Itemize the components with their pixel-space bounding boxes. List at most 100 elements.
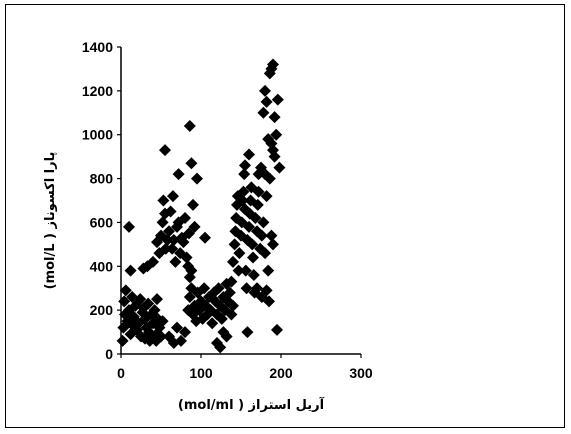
scatter-chart: 0 200 400 600 800 1000 1200 1400 0 100 200 300 آریل… [43,39,373,413]
data-point [239,264,252,277]
data-point [259,84,271,97]
data-point [163,225,175,238]
data-point [271,323,283,336]
data-point [237,185,250,198]
data-point [267,238,279,251]
data-point [262,264,275,277]
data-point [188,220,201,233]
data-point [157,194,170,207]
data-point [259,168,271,181]
data-point [243,148,255,161]
data-point [223,286,236,299]
data-point [183,227,195,240]
data-point [175,334,187,347]
data-point [167,190,179,203]
data-point [225,275,238,288]
data-point [185,157,198,170]
data-point [243,220,255,233]
data-point [199,231,211,244]
data-point [271,93,284,106]
data-point [151,293,163,306]
chart-frame: 0 200 400 600 800 1000 1200 1400 0 100 200 300 آریل… [5,4,565,428]
data-point [159,242,172,255]
data-point [228,238,241,251]
data-point [177,236,190,249]
data-point [246,238,259,251]
data-point [268,111,281,124]
data-point [241,326,254,339]
data-point [124,328,137,341]
data-point [171,321,183,334]
y-tick-label: 600 [90,214,114,230]
y-tick-label: 400 [90,258,114,274]
data-point [142,297,155,310]
data-point [252,185,265,198]
data-point [164,205,177,218]
data-point [273,161,286,174]
data-point [123,220,135,233]
data-point [161,233,174,246]
data-point [156,216,169,229]
data-point [259,247,271,260]
data-point [251,198,264,211]
data-point [191,172,203,185]
tick-group: 0 200 400 600 800 1000 1200 1400 0 100 200 300 [82,39,373,381]
data-point [260,95,273,108]
data-point [183,290,196,303]
data-point [227,255,239,268]
data-point [206,317,219,330]
data-point [124,264,137,277]
y-tick-label: 800 [90,171,114,187]
data-point [247,251,259,264]
x-tick-label: 0 [117,365,125,381]
x-tick-label: 300 [349,365,373,381]
data-point [179,326,191,339]
data-point [257,216,270,229]
x-tick-label: 200 [269,365,293,381]
data-point [116,334,129,347]
data-point [233,247,246,260]
data-point [159,144,171,157]
y-axis-label: پارا اکسوناز ( mol/L) [43,152,58,290]
data-point [155,330,167,343]
y-tick-label: 0 [105,346,113,362]
data-point [212,282,225,295]
data-points [116,58,286,354]
data-point [169,255,182,268]
data-point [166,242,179,255]
data-point [119,284,132,297]
data-point [214,341,227,354]
data-point [267,144,279,157]
y-tick-label: 1000 [82,127,113,143]
data-point [141,260,154,273]
data-point [238,168,251,181]
data-point [198,282,211,295]
data-point [185,264,198,277]
data-point [232,264,245,277]
data-point [156,315,169,328]
data-point [257,106,270,119]
data-point [267,58,279,71]
y-tick-label: 1400 [82,39,113,55]
data-point [179,212,191,225]
x-tick-label: 100 [189,365,213,381]
data-point [239,159,251,172]
x-axis-label: آریل استراز ( mol/ml) [178,396,325,413]
data-point [249,212,262,225]
data-point [183,119,196,132]
data-point [172,168,185,181]
data-point [227,299,239,312]
data-point [180,251,193,264]
data-point [236,194,249,207]
data-point [143,334,156,347]
data-point [240,282,253,295]
data-point [265,229,278,242]
data-point [225,308,238,321]
data-point [147,255,159,268]
data-point [220,330,233,343]
data-point [260,190,273,203]
data-point [187,198,199,211]
y-tick-label: 200 [90,302,114,318]
data-point [247,269,260,282]
data-point [118,295,131,308]
